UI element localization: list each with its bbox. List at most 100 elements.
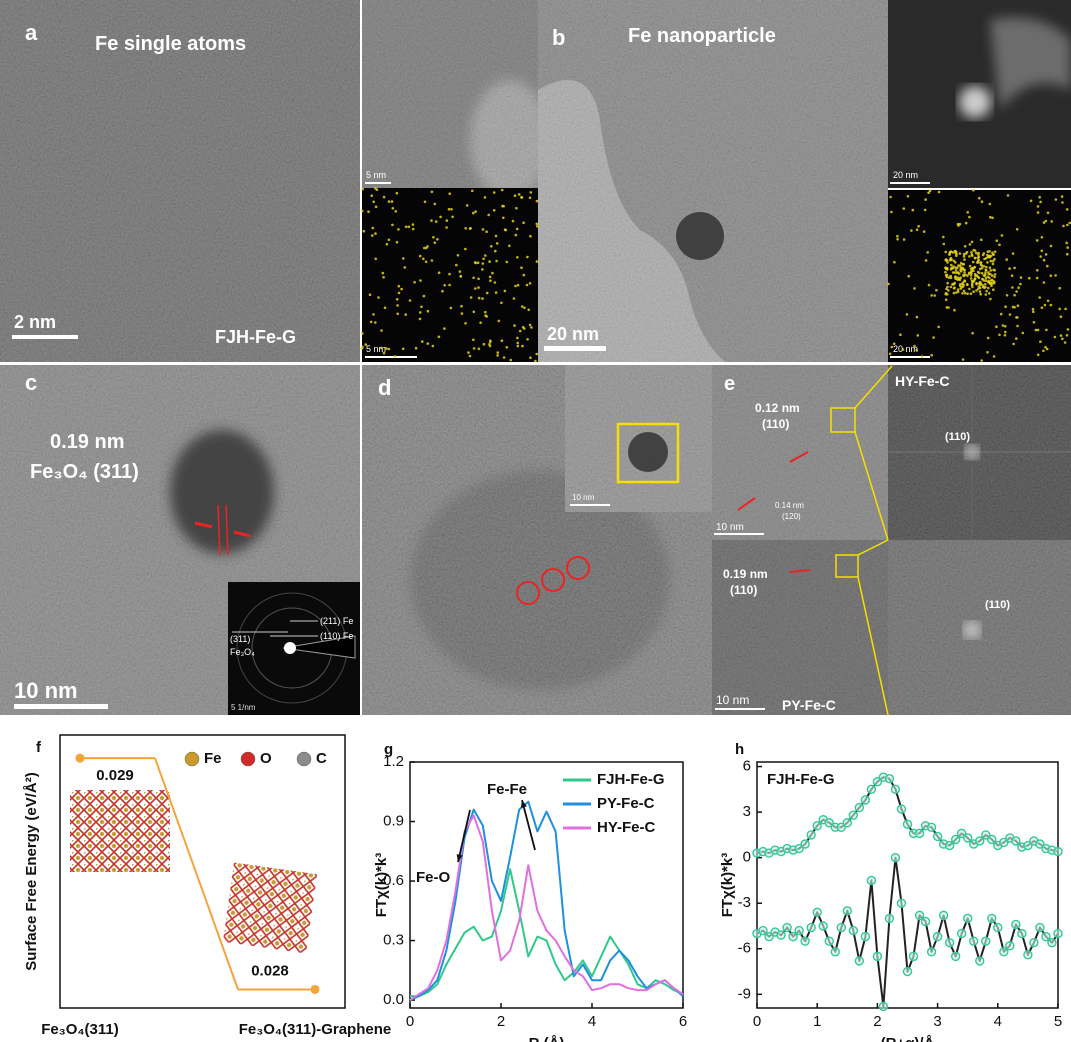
eds-dot (1046, 264, 1049, 268)
eds-dot (1065, 208, 1069, 211)
eds-dot (503, 228, 507, 231)
eds-dot (973, 249, 977, 252)
eds-dot (395, 191, 399, 195)
eds-dot (975, 289, 978, 292)
eds-dot (1066, 328, 1070, 331)
eds-dot (944, 250, 947, 254)
nanoparticle (628, 432, 668, 472)
eds-dot (988, 202, 992, 206)
scale-label: 2 nm (14, 312, 56, 332)
nanoparticle (170, 430, 274, 554)
zoom-line (857, 539, 889, 556)
eds-dot (516, 336, 519, 340)
data-point (890, 784, 901, 795)
eds-dot (372, 313, 375, 316)
eds-dot (465, 204, 469, 207)
eds-dot (1032, 321, 1036, 324)
eds-dot (535, 222, 539, 226)
eds-dot (382, 195, 386, 199)
eds-dot (520, 266, 523, 270)
eds-dot (528, 323, 532, 327)
eds-dot (418, 317, 422, 321)
eds-dot (945, 275, 949, 279)
scale-label: 10 nm (716, 693, 749, 707)
eds-dot (485, 230, 488, 233)
eds-dot (1036, 205, 1040, 208)
x-tick-label: 3 (933, 1013, 941, 1030)
eds-dot (966, 292, 969, 296)
panel-title: Fe single atoms (95, 33, 246, 55)
eds-dot (488, 275, 492, 279)
eds-dot (978, 290, 982, 293)
data-point (854, 802, 865, 813)
eds-dot (970, 272, 973, 275)
eds-dot (1031, 307, 1035, 311)
data-point (969, 936, 979, 946)
eds-dot (947, 289, 950, 292)
eds-dot (968, 287, 971, 291)
eds-dot (899, 333, 902, 337)
eds-dot (944, 270, 947, 274)
eds-dot (1049, 303, 1053, 307)
eds-dot (978, 196, 981, 200)
eds-dot (956, 271, 960, 274)
data-point (842, 906, 852, 916)
eds-dot (1066, 252, 1069, 256)
eds-dot (430, 190, 434, 194)
eds-dot (907, 274, 910, 278)
eds-dot (400, 287, 403, 291)
eds-dot (987, 292, 991, 295)
panel-e: e 0.12 nm (110) 0.14 nm (120) 10 nm 0.19… (712, 365, 1071, 716)
eds-dot (402, 257, 405, 260)
data-point (794, 925, 804, 936)
eds-dot (927, 191, 930, 194)
eds-dot (968, 243, 972, 246)
data-point (836, 922, 846, 933)
eds-dot (1046, 211, 1050, 215)
data-point (782, 922, 792, 933)
eds-dot (977, 251, 980, 255)
eds-dot (1017, 286, 1020, 290)
x-tick-label: 4 (994, 1013, 1002, 1030)
data-point (896, 804, 907, 814)
data-point (866, 784, 877, 795)
eds-dot (529, 234, 532, 238)
eds-dot (963, 245, 967, 248)
y-tick-label: -9 (738, 985, 751, 1002)
eds-dot (954, 269, 958, 272)
eds-dot (1054, 274, 1057, 277)
eds-dot (901, 348, 905, 351)
eds-dot (508, 244, 511, 248)
eds-dot (945, 306, 949, 309)
y-tick-label: 0.3 (383, 932, 404, 949)
eds-dot (992, 288, 995, 292)
x-tick-label: 6 (679, 1013, 687, 1030)
eds-dot (913, 287, 916, 290)
eds-dot (484, 310, 487, 314)
eds-dot (988, 250, 991, 253)
eds-dot (425, 246, 428, 250)
eds-dot (481, 268, 484, 271)
eds-dot (1008, 267, 1011, 270)
eds-dot (975, 282, 978, 286)
crystal-structure (70, 790, 170, 872)
eds-dot (966, 211, 969, 214)
eds-dot (924, 259, 928, 262)
panel-letter: d (378, 375, 391, 400)
eds-dot (395, 240, 399, 244)
eds-dot (460, 304, 463, 308)
eds-dot (980, 238, 983, 242)
eds-dot (970, 269, 973, 273)
eds-dot (977, 287, 980, 291)
eds-dot (487, 213, 491, 217)
eds-dot (985, 289, 988, 293)
eds-dot (517, 193, 521, 196)
eds-dot (374, 205, 378, 209)
eds-dot (492, 191, 496, 194)
eds-dot (445, 226, 448, 229)
eds-dot (1044, 253, 1048, 256)
eds-dot (961, 267, 964, 270)
fringe-marker (789, 451, 809, 463)
eds-dot (926, 251, 929, 254)
eds-dot (488, 260, 491, 263)
